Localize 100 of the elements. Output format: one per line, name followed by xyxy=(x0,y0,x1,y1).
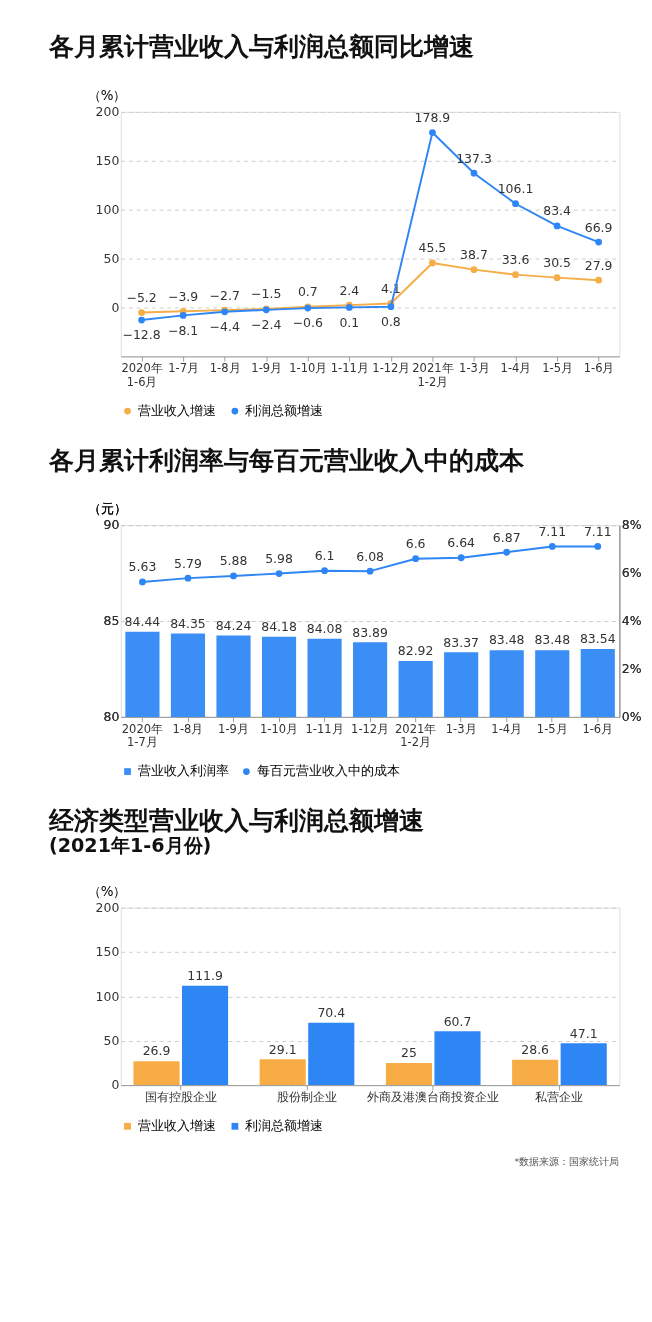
y-tick-label: 85 xyxy=(103,613,120,629)
x-tick-label: 1-3月 xyxy=(459,361,490,376)
data-label: 84.24 xyxy=(215,617,252,633)
data-label: 83.89 xyxy=(352,624,389,640)
y-axis-title: （%） xyxy=(87,87,127,103)
x-tick-label: 1-10月 xyxy=(259,721,299,736)
y-tick-label: 200 xyxy=(95,104,120,120)
point xyxy=(230,572,237,580)
bar xyxy=(385,1062,432,1086)
data-label: 137.3 xyxy=(456,150,492,166)
data-label: 30.5 xyxy=(543,255,571,271)
legend-label: 营业收入增速 xyxy=(138,402,217,418)
data-label: 5.79 xyxy=(174,555,202,571)
bar xyxy=(308,1022,355,1086)
point xyxy=(184,574,192,582)
x-tick-label: 1-7月 xyxy=(168,361,200,376)
data-label: −2.4 xyxy=(251,317,282,333)
data-label: 26.9 xyxy=(142,1043,171,1059)
data-label: 60.7 xyxy=(443,1013,472,1029)
x-tick-label: 1-6月 xyxy=(583,361,615,376)
chart-subtitle: (2021年1-6月份) xyxy=(48,834,212,858)
y2-tick-label: 8% xyxy=(621,517,642,533)
x-tick-label: 1-3月 xyxy=(445,721,477,736)
x-tick-label: 1-5月 xyxy=(542,361,573,376)
data-label: 47.1 xyxy=(569,1025,598,1041)
y-tick-label: 150 xyxy=(95,944,120,960)
data-label: 84.35 xyxy=(170,615,206,631)
x-tick-label: 股份制企业 xyxy=(276,1089,337,1104)
x-tick-label: 1-8月 xyxy=(209,361,241,376)
bar xyxy=(133,1061,180,1086)
y-axis-title: （%） xyxy=(87,883,127,899)
bar xyxy=(181,985,229,1086)
data-label: 2.4 xyxy=(339,282,360,298)
point xyxy=(412,555,420,563)
legend-label: 每百元营业收入中的成本 xyxy=(256,763,400,779)
point xyxy=(548,543,556,550)
data-label: 38.7 xyxy=(460,247,488,263)
chart-title: 经济类型营业收入与利润总额增速 xyxy=(47,806,424,836)
data-label: 83.54 xyxy=(579,631,616,647)
y2-tick-label: 2% xyxy=(621,661,642,677)
bar xyxy=(512,1059,559,1086)
data-label: 0.7 xyxy=(297,284,318,300)
data-label: 45.5 xyxy=(418,240,447,256)
data-label: −5.2 xyxy=(126,290,157,306)
point xyxy=(366,567,374,575)
data-label: 82.92 xyxy=(397,643,434,659)
data-label: 83.48 xyxy=(488,632,525,648)
data-label: 28.6 xyxy=(521,1041,550,1057)
data-label: 83.37 xyxy=(443,634,479,650)
point xyxy=(138,309,145,316)
data-label: −8.1 xyxy=(168,322,199,338)
point xyxy=(470,266,478,274)
point xyxy=(553,274,561,282)
y-tick-label: 100 xyxy=(95,988,120,1004)
data-label: 33.6 xyxy=(501,252,530,268)
data-label: −0.6 xyxy=(292,315,323,331)
point xyxy=(470,169,478,177)
data-label: 106.1 xyxy=(497,181,534,197)
data-label: 5.98 xyxy=(265,551,293,567)
x-tick-label: 私营企业 xyxy=(535,1089,584,1104)
y-tick-label: 50 xyxy=(103,250,120,266)
point xyxy=(429,129,436,136)
y2-tick-label: 6% xyxy=(621,565,642,581)
point xyxy=(503,548,511,556)
data-label: 5.63 xyxy=(128,559,157,575)
data-label: 70.4 xyxy=(317,1004,346,1020)
x-tick-label: 1-10月 xyxy=(289,361,328,376)
data-label: −1.5 xyxy=(251,286,282,302)
x-tick-label: 1-12月 xyxy=(351,721,390,736)
x-tick-label: 2021年 1-2月 xyxy=(395,721,437,750)
data-label: −3.9 xyxy=(168,288,199,304)
legend-label: 利润总额增速 xyxy=(245,1118,324,1134)
x-tick-label: 1-11月 xyxy=(330,361,369,376)
point xyxy=(553,222,561,230)
data-label: 6.64 xyxy=(447,535,476,551)
data-label: 29.1 xyxy=(268,1041,297,1057)
y2-tick-label: 4% xyxy=(621,613,642,629)
data-label: 178.9 xyxy=(414,109,451,125)
y-tick-label: 0 xyxy=(111,1077,120,1093)
point xyxy=(387,303,395,311)
x-tick-label: 1-5月 xyxy=(536,721,568,736)
data-label: −4.4 xyxy=(209,318,240,334)
data-label: 27.9 xyxy=(584,257,613,273)
data-label: 5.88 xyxy=(219,553,248,569)
x-tick-label: 1-12月 xyxy=(372,361,411,376)
x-tick-label: 1-4月 xyxy=(491,721,523,736)
data-label: 0.1 xyxy=(339,314,360,330)
legend-label: 利润总额增速 xyxy=(245,402,324,418)
chart-title: 各月累计营业收入与利润总额同比增速 xyxy=(47,32,474,62)
y-tick-label: 100 xyxy=(95,202,120,218)
x-tick-label: 1-6月 xyxy=(582,721,614,736)
y-tick-label: 0 xyxy=(111,299,120,315)
x-tick-label: 国有控股企业 xyxy=(144,1089,217,1104)
x-tick-label: 2020年 1-7月 xyxy=(121,721,164,750)
point xyxy=(429,259,436,267)
point xyxy=(595,276,603,284)
data-label: 66.9 xyxy=(584,219,613,235)
data-label: 7.11 xyxy=(538,523,567,539)
y-tick-label: 50 xyxy=(103,1033,120,1049)
legend-label: 营业收入增速 xyxy=(138,1118,217,1134)
